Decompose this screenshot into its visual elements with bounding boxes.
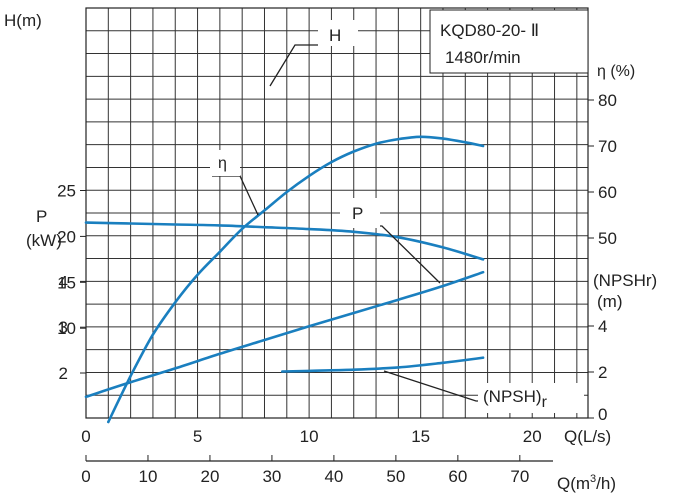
flow-ls-tick-label: 10 [300, 427, 319, 446]
eta-label-box [210, 150, 240, 176]
flow-ls-tick-label: 0 [81, 427, 90, 446]
model-box [429, 9, 589, 74]
flow-m3h-tick-label: 60 [448, 467, 467, 486]
flow-m3h-tick-label: 70 [510, 467, 529, 486]
flow-ls-tick-label: 15 [411, 427, 430, 446]
power-label-box [340, 198, 380, 228]
flow-m3h-label-end: /h) [596, 474, 616, 493]
npsh-curve [281, 356, 485, 373]
power-curve-label: P [352, 204, 363, 223]
flow-ls-tick-label: 5 [193, 427, 202, 446]
flow-m3h-tick-label: 20 [200, 467, 219, 486]
power-axis-title: P [36, 207, 47, 226]
head-leader-line [269, 44, 318, 87]
power-tick-label: 2 [59, 364, 68, 383]
plot-frame [85, 7, 589, 419]
flow-m3h-tick-label: 40 [324, 467, 343, 486]
npsh-tick-label: 2 [598, 363, 607, 382]
efficiency-axis-title: η (%) [597, 63, 635, 80]
chart-curves [84, 44, 574, 424]
efficiency-curve [107, 135, 485, 424]
efficiency-curve-label: η [218, 155, 227, 172]
flow-m3h-tick-label: 30 [262, 467, 281, 486]
flow-m3h-tick-label: 0 [81, 467, 90, 486]
head-tick-label: 25 [57, 182, 76, 201]
pump-speed: 1480r/min [445, 48, 521, 67]
flow-m3h-label-sup: 3 [590, 473, 596, 485]
npsh-tick-label: 4 [598, 317, 607, 336]
head-tick-label: 15 [57, 273, 76, 292]
npsh-tick-label: 0 [598, 405, 607, 424]
head-tick-label: 10 [57, 319, 76, 338]
head-curve [84, 221, 485, 261]
efficiency-tick-label: 70 [598, 137, 617, 156]
model-name: KQD80-20- Ⅱ [440, 21, 539, 40]
head-tick-label: 20 [57, 227, 76, 246]
head-axis-title: H(m) [4, 11, 42, 30]
npsh-label-main: (NPSH) [483, 387, 542, 406]
head-label-box [318, 20, 358, 46]
flow-m3h-axis-title: Q(m3/h) [557, 473, 616, 493]
npsh-curve-label: (NPSH)r [483, 387, 548, 411]
power-leader-line [345, 225, 441, 284]
flow-m3h-tick-label: 10 [139, 467, 158, 486]
flow-ls-tick-label: 20 [523, 427, 542, 446]
power-curve [84, 270, 485, 399]
efficiency-tick-label: 50 [598, 229, 617, 248]
head-curve-label: H [329, 26, 341, 45]
npsh-axis-title: (NPSHr) [593, 271, 657, 290]
npsh-axis-unit: (m) [597, 292, 622, 311]
efficiency-tick-label: 80 [598, 91, 617, 110]
npsh-label-box [478, 383, 584, 413]
power-axis-unit: (kW) [26, 231, 62, 250]
flow-m3h-label-main: Q(m [557, 474, 590, 493]
power-tick-label: 4 [59, 272, 68, 291]
flow-ls-axis-title: Q(L/s) [564, 427, 611, 446]
flow-m3h-tick-label: 50 [386, 467, 405, 486]
efficiency-tick-label: 60 [598, 183, 617, 202]
power-tick-label: 3 [59, 318, 68, 337]
efficiency-leader-line [212, 175, 259, 216]
npsh-label-sub: r [542, 394, 548, 411]
